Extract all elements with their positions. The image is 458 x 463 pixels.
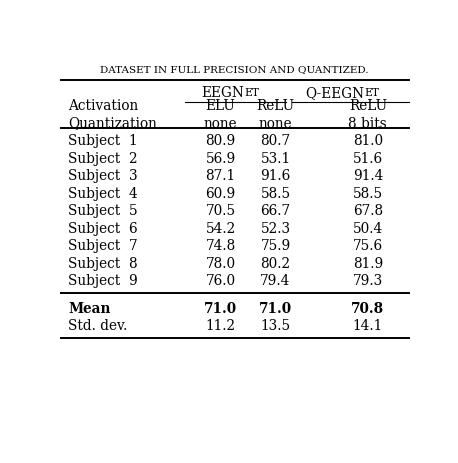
Text: 50.4: 50.4: [353, 221, 383, 236]
Text: ELU
none: ELU none: [204, 99, 237, 130]
Text: Activation
Quantization: Activation Quantization: [68, 99, 157, 130]
Text: Subject  3: Subject 3: [68, 169, 137, 183]
Text: 51.6: 51.6: [353, 151, 383, 166]
Text: 54.2: 54.2: [205, 221, 236, 236]
Text: EEGN: EEGN: [202, 86, 245, 100]
Text: Mean: Mean: [68, 301, 110, 315]
Text: 58.5: 58.5: [353, 187, 383, 200]
Text: 67.8: 67.8: [353, 204, 383, 218]
Text: ReLU
8 bits: ReLU 8 bits: [349, 99, 387, 130]
Text: 13.5: 13.5: [261, 318, 291, 332]
Text: 56.9: 56.9: [205, 151, 236, 166]
Text: 52.3: 52.3: [261, 221, 291, 236]
Text: 75.9: 75.9: [261, 239, 291, 253]
Text: 80.7: 80.7: [261, 134, 291, 148]
Text: 76.0: 76.0: [206, 274, 235, 288]
Text: 91.6: 91.6: [261, 169, 291, 183]
Text: Subject  5: Subject 5: [68, 204, 137, 218]
Text: 81.0: 81.0: [353, 134, 383, 148]
Text: Subject  1: Subject 1: [68, 134, 137, 148]
Text: Subject  8: Subject 8: [68, 257, 137, 270]
Text: Subject  7: Subject 7: [68, 239, 137, 253]
Text: ReLU
none: ReLU none: [256, 99, 294, 130]
Text: 70.8: 70.8: [351, 301, 384, 315]
Text: Subject  9: Subject 9: [68, 274, 138, 288]
Text: 71.0: 71.0: [204, 301, 237, 315]
Text: 80.2: 80.2: [261, 257, 291, 270]
Text: 78.0: 78.0: [206, 257, 235, 270]
Text: 74.8: 74.8: [205, 239, 236, 253]
Text: Std. dev.: Std. dev.: [68, 318, 127, 332]
Text: 79.4: 79.4: [260, 274, 291, 288]
Text: 79.3: 79.3: [353, 274, 383, 288]
Text: 11.2: 11.2: [206, 318, 235, 332]
Text: Q-EEGN: Q-EEGN: [305, 86, 364, 100]
Text: 75.6: 75.6: [353, 239, 383, 253]
Text: 81.9: 81.9: [353, 257, 383, 270]
Text: 14.1: 14.1: [353, 318, 383, 332]
Text: 58.5: 58.5: [261, 187, 291, 200]
Text: Subject  4: Subject 4: [68, 187, 138, 200]
Text: 70.5: 70.5: [206, 204, 235, 218]
Text: DATASET IN FULL PRECISION AND QUANTIZED.: DATASET IN FULL PRECISION AND QUANTIZED.: [100, 64, 369, 74]
Text: ET: ET: [364, 88, 379, 98]
Text: Subject  2: Subject 2: [68, 151, 137, 166]
Text: 87.1: 87.1: [206, 169, 235, 183]
Text: 53.1: 53.1: [261, 151, 291, 166]
Text: 71.0: 71.0: [259, 301, 292, 315]
Text: 66.7: 66.7: [261, 204, 291, 218]
Text: ET: ET: [245, 88, 260, 98]
Text: 80.9: 80.9: [205, 134, 236, 148]
Text: 60.9: 60.9: [205, 187, 236, 200]
Text: Subject  6: Subject 6: [68, 221, 137, 236]
Text: 91.4: 91.4: [353, 169, 383, 183]
